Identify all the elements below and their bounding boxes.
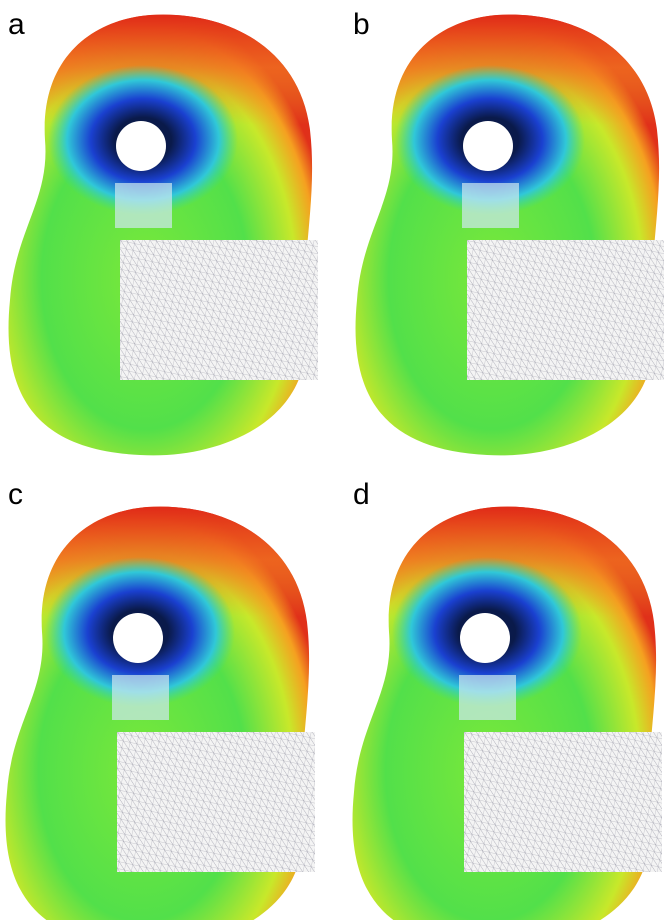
- panel-label: a: [8, 8, 25, 41]
- figure: a b c d: [0, 0, 664, 920]
- mesh-render: [6, 507, 315, 920]
- panel-label: b: [353, 8, 370, 41]
- mesh-render: [9, 15, 318, 456]
- panel: d: [353, 478, 662, 920]
- panel: b: [353, 8, 664, 455]
- panel-label: c: [8, 478, 23, 511]
- panel-label: d: [353, 478, 370, 511]
- panel: a: [8, 8, 318, 455]
- mesh-render: [356, 15, 664, 456]
- page: a b c d (() => { const data = JSON.parse…: [0, 0, 664, 920]
- panel: c: [6, 478, 315, 920]
- mesh-render: [353, 507, 662, 920]
